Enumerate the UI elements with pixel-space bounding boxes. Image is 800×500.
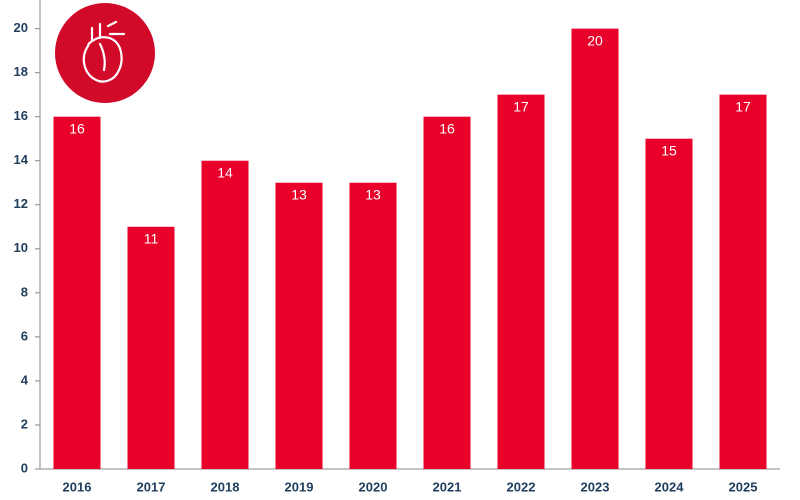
x-tick-label: 2021: [433, 479, 462, 494]
y-tick-label: 0: [21, 460, 28, 475]
bar: [719, 94, 767, 469]
y-tick-label: 2: [21, 416, 28, 431]
y-tick-label: 12: [14, 196, 28, 211]
y-tick-label: 8: [21, 284, 28, 299]
bar: [571, 28, 619, 469]
x-tick-label: 2019: [285, 479, 314, 494]
heart-icon: [55, 3, 155, 103]
y-tick-label: 16: [14, 108, 28, 123]
y-tick-label: 10: [14, 240, 28, 255]
value-label: 16: [69, 120, 85, 136]
bar: [349, 182, 397, 470]
x-tick-label: 2020: [359, 479, 388, 494]
value-label: 16: [439, 120, 455, 136]
value-label: 11: [144, 230, 159, 246]
x-tick-label: 2016: [63, 479, 92, 494]
y-tick-label: 18: [14, 64, 28, 79]
x-tick-label: 2022: [507, 479, 536, 494]
value-label: 13: [291, 186, 307, 202]
bar: [127, 226, 175, 469]
bar: [201, 160, 249, 469]
value-label: 20: [587, 32, 603, 48]
y-tick-label: 20: [14, 20, 28, 35]
value-label: 17: [513, 98, 529, 114]
value-label: 13: [365, 186, 381, 202]
x-tick-label: 2024: [655, 479, 685, 494]
x-tick-label: 2018: [211, 479, 240, 494]
y-tick-label: 4: [21, 372, 29, 387]
bar: [53, 116, 101, 470]
x-tick-label: 2023: [581, 479, 610, 494]
value-label: 17: [735, 98, 751, 114]
value-label: 14: [217, 164, 233, 180]
y-tick-label: 6: [21, 328, 28, 343]
bar: [497, 94, 545, 469]
bar: [275, 182, 323, 470]
x-tick-label: 2017: [137, 479, 166, 494]
bar: [645, 138, 693, 469]
x-tick-label: 2025: [729, 479, 758, 494]
value-label: 15: [661, 142, 677, 158]
y-tick-label: 14: [14, 152, 29, 167]
bar: [423, 116, 471, 470]
